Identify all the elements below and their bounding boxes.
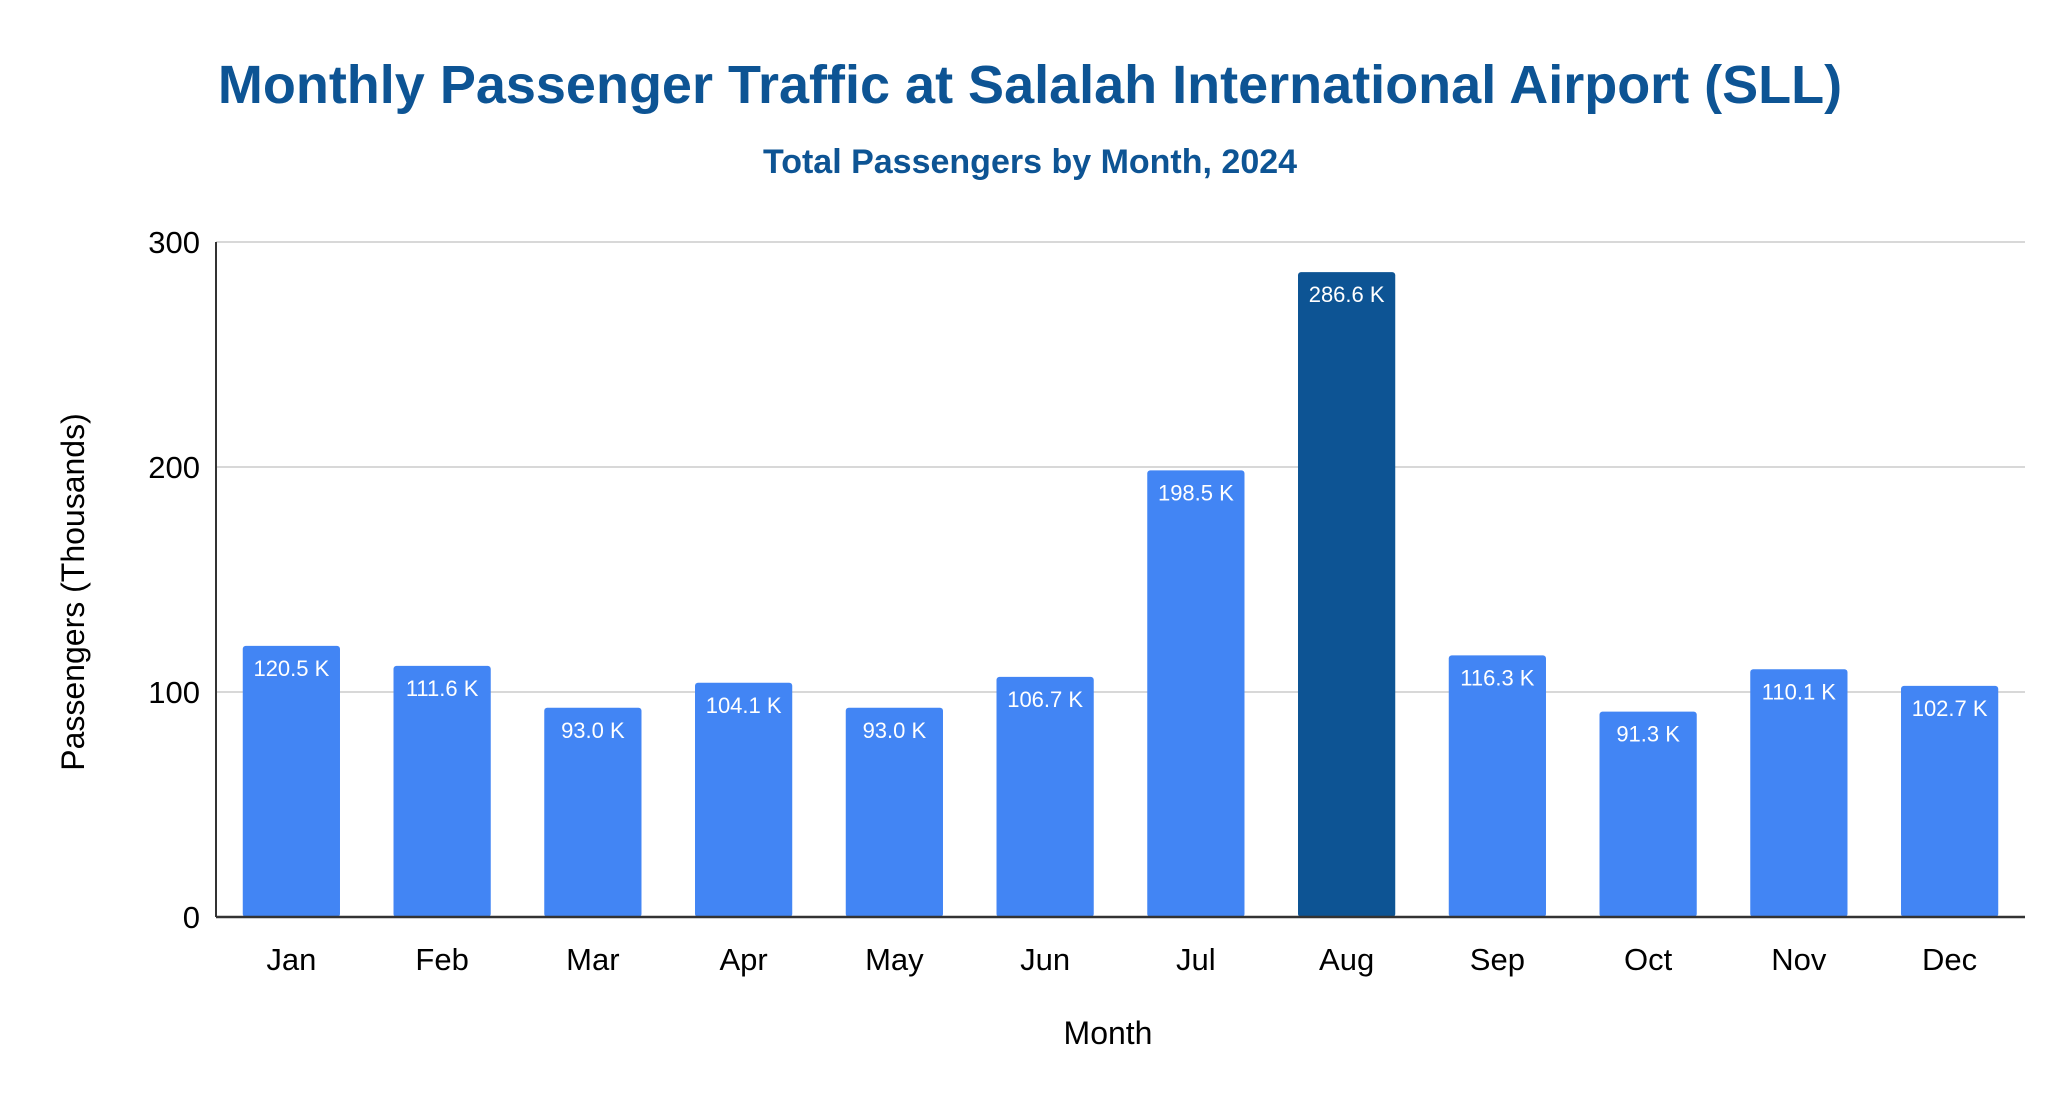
x-tick-label-jun: Jun	[1020, 942, 1070, 977]
y-axis-title: Passengers (Thousands)	[55, 413, 91, 771]
bar-jun	[996, 676, 1094, 917]
bar-nov	[1750, 669, 1848, 917]
bar-jan	[242, 645, 340, 917]
bar-dec	[1901, 685, 1999, 917]
chart-subtitle: Total Passengers by Month, 2024	[763, 143, 1297, 181]
x-tick-label-sep: Sep	[1470, 942, 1525, 977]
data-label-jul: 198.5 K	[1158, 480, 1234, 505]
x-tick-label-may: May	[865, 942, 924, 977]
data-label-nov: 110.1 K	[1762, 679, 1837, 704]
data-label-dec: 102.7 K	[1912, 696, 1988, 721]
data-label-jan: 120.5 K	[253, 656, 329, 681]
bar-sep	[1448, 655, 1546, 917]
x-tick-label-feb: Feb	[415, 942, 468, 977]
data-label-mar: 93.0 K	[561, 718, 625, 743]
data-label-apr: 104.1 K	[706, 693, 782, 718]
bar-jul	[1147, 470, 1245, 917]
x-tick-label-oct: Oct	[1624, 942, 1673, 977]
y-tick-label: 100	[148, 675, 200, 710]
y-tick-label: 300	[148, 225, 200, 260]
x-tick-label-jul: Jul	[1176, 942, 1216, 977]
x-axis-title: Month	[1064, 1015, 1153, 1051]
data-label-oct: 91.3 K	[1616, 722, 1680, 747]
bar-may	[845, 707, 943, 917]
bar-oct	[1599, 711, 1697, 917]
x-tick-label-mar: Mar	[566, 942, 619, 977]
bar-mar	[544, 707, 642, 917]
y-tick-label: 200	[148, 450, 200, 485]
data-label-feb: 111.6 K	[406, 676, 479, 701]
x-tick-label-jan: Jan	[266, 942, 316, 977]
x-tick-label-aug: Aug	[1319, 942, 1374, 977]
x-tick-label-dec: Dec	[1922, 942, 1977, 977]
axes: 0 100 200 300 Jan Feb Mar Apr May Jun Jul Aug Sep Oct…	[148, 225, 2025, 977]
bars	[242, 272, 1999, 917]
data-label-aug: 286.6 K	[1309, 282, 1385, 307]
x-tick-label-apr: Apr	[720, 942, 768, 977]
chart-title: Monthly Passenger Traffic at Salalah Int…	[218, 55, 1842, 115]
data-label-jun: 106.7 K	[1007, 687, 1083, 712]
data-labels: 120.5 K 111.6 K 93.0 K 104.1 K 93.0 K 106.7 K…	[253, 282, 1987, 746]
data-label-may: 93.0 K	[863, 718, 927, 743]
gridlines	[216, 241, 2025, 693]
x-tick-label-nov: Nov	[1771, 942, 1827, 977]
bar-apr	[695, 682, 793, 917]
bar-feb	[393, 665, 491, 917]
bar-aug	[1298, 272, 1396, 917]
data-label-sep: 116.3 K	[1460, 665, 1535, 690]
y-tick-label: 0	[183, 900, 200, 935]
